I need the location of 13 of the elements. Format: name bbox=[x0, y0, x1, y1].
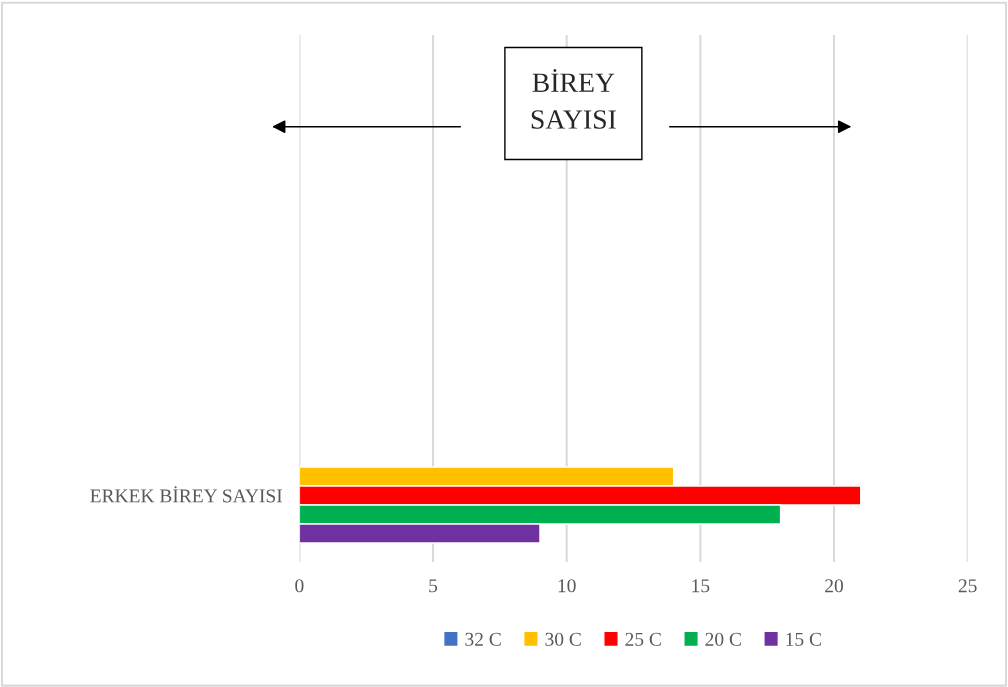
x-tick-label: 5 bbox=[429, 579, 438, 593]
legend-label: 25 C bbox=[625, 632, 661, 646]
x-tick-label: 20 bbox=[825, 579, 843, 593]
legend-label: 15 C bbox=[786, 632, 821, 646]
y-tick-label: ERKEK BİREY SAYISI bbox=[90, 486, 283, 503]
legend-label: 32 C bbox=[465, 632, 501, 646]
x-tick-label: 15 bbox=[692, 579, 710, 593]
legend-label: 30 C bbox=[545, 632, 581, 646]
legend-label: 20 C bbox=[705, 632, 741, 646]
text: BİREY SAYISI bbox=[531, 69, 616, 129]
x-tick-label: 0 bbox=[295, 579, 304, 593]
x-tick-label: 25 bbox=[958, 579, 977, 593]
x-tick-label: 10 bbox=[558, 579, 576, 593]
